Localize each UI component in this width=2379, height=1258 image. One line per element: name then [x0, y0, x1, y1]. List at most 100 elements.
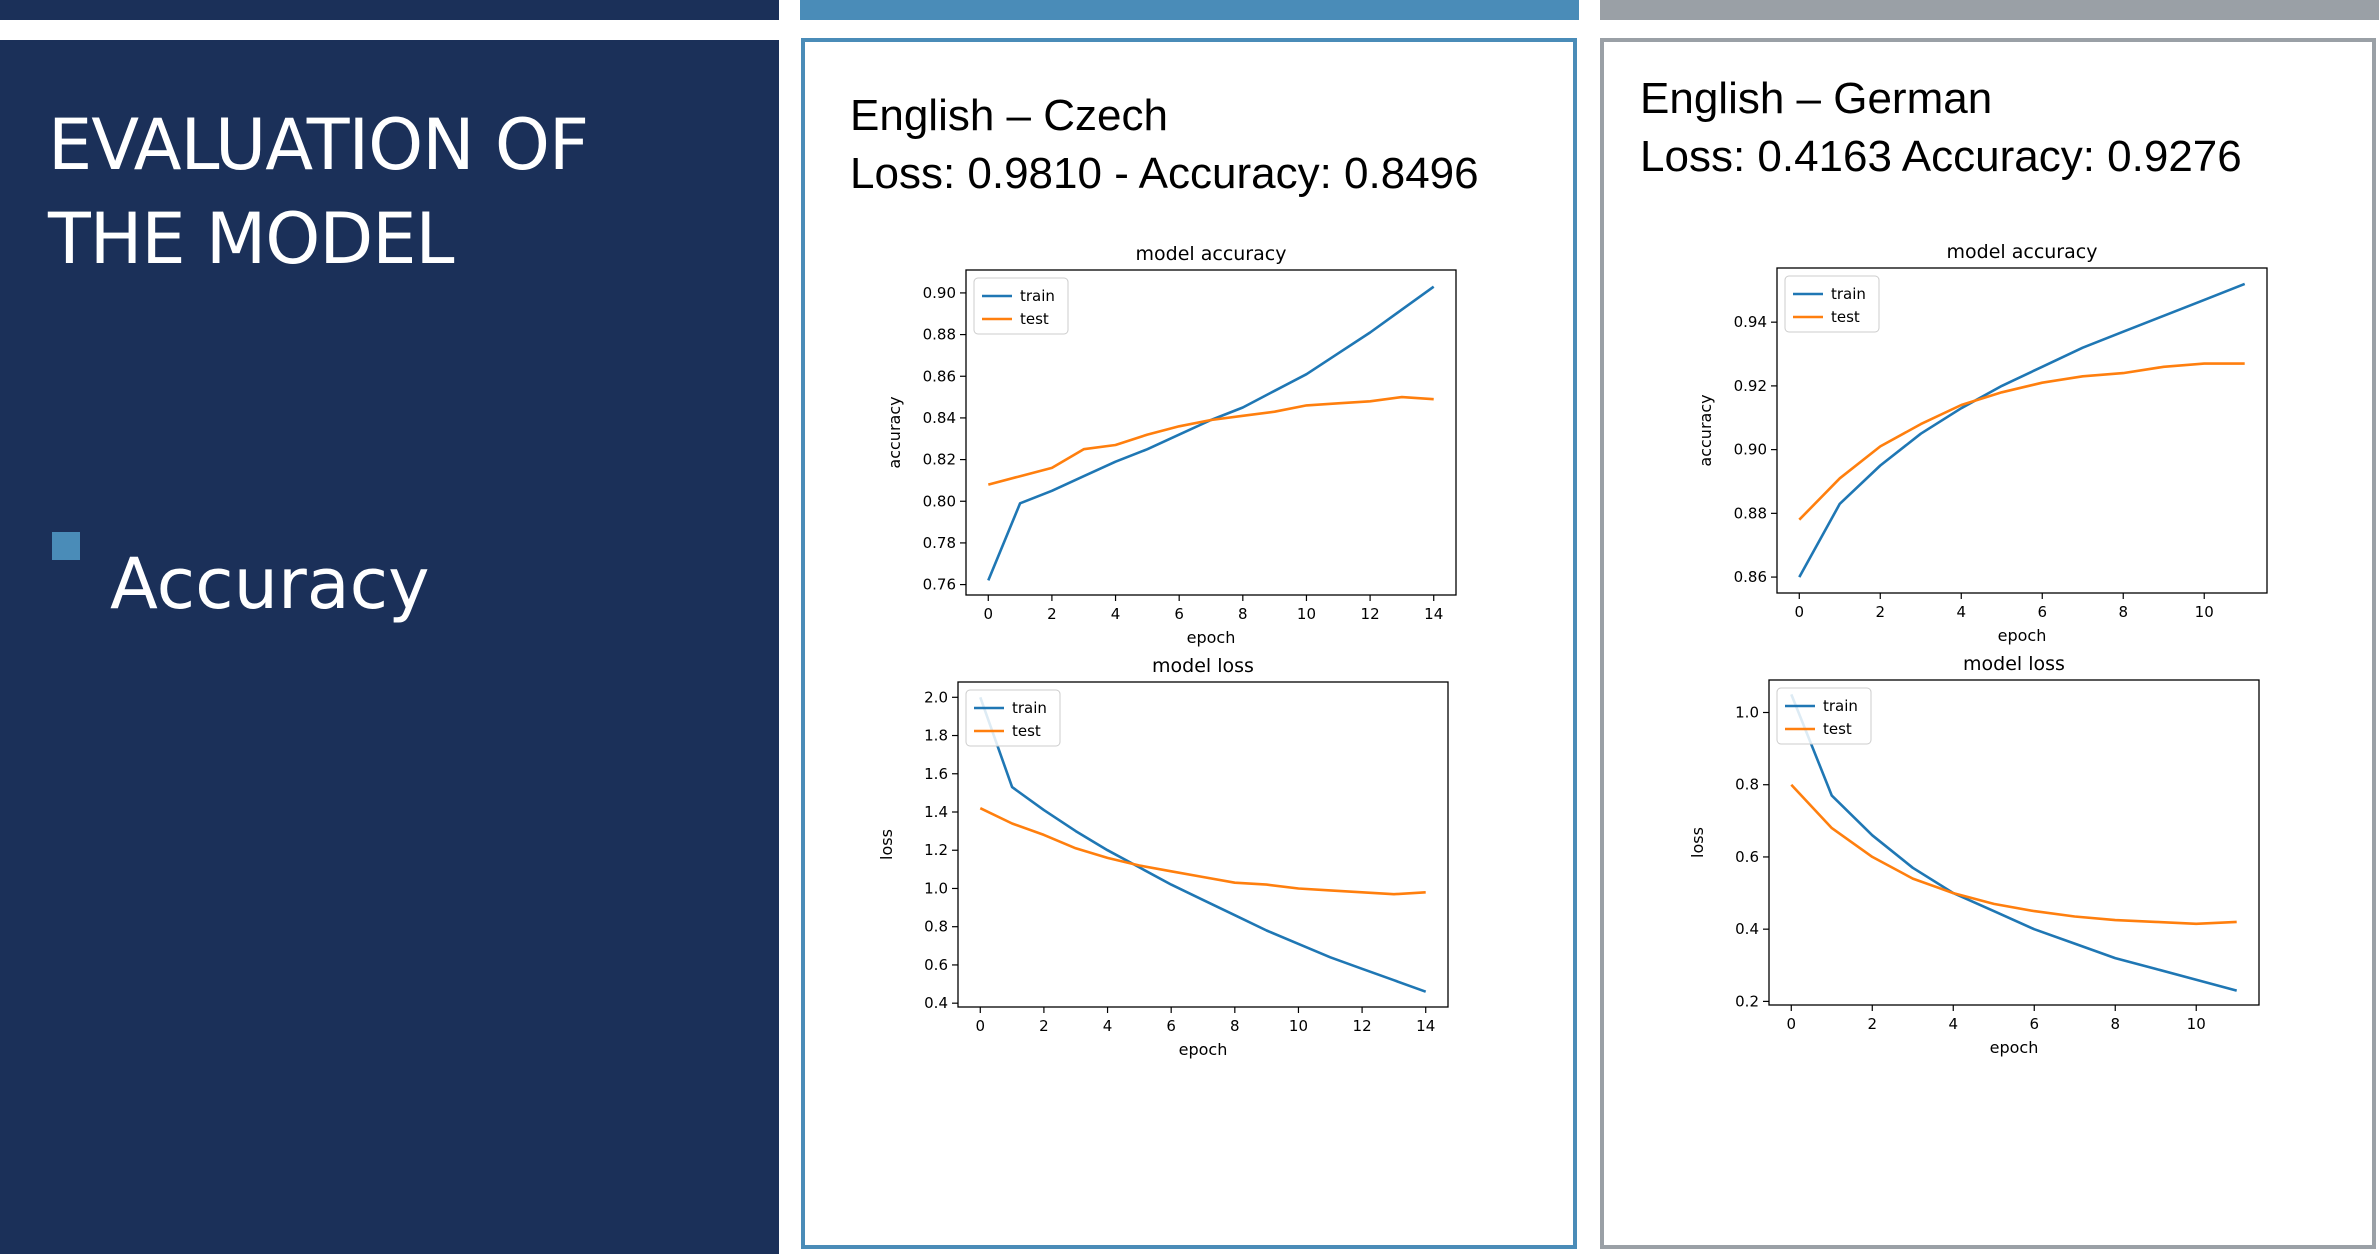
- x-tick-label: 2: [1875, 603, 1885, 621]
- y-axis-label: loss: [877, 829, 896, 860]
- x-axis-label: epoch: [1998, 626, 2047, 645]
- x-tick-label: 6: [2029, 1015, 2039, 1033]
- y-tick-label: 1.2: [924, 841, 948, 859]
- y-tick-label: 0.84: [923, 409, 956, 427]
- plot-frame: [965, 269, 1457, 596]
- series-line-test: [1790, 783, 2237, 926]
- x-tick-label: 0: [975, 1017, 985, 1035]
- x-tick-label: 8: [2110, 1015, 2120, 1033]
- chart-title: model accuracy: [1136, 243, 1287, 265]
- x-tick-label: 14: [1416, 1017, 1435, 1035]
- y-tick-label: 0.78: [923, 534, 956, 552]
- german-loss-chart-svg: model loss 0 2 4 6 8 10 0.2 0.4 0.6 0.8 1.0 epoch los…: [1688, 653, 2260, 1057]
- y-tick-label: 1.0: [924, 879, 948, 897]
- y-tick-label: 0.88: [923, 326, 956, 344]
- x-tick-label: 12: [1353, 1017, 1372, 1035]
- top-accent-bar-middle: [800, 0, 1579, 20]
- slide-title-line-2: THE MODEL: [48, 198, 455, 280]
- language-pair-label: English – German: [1640, 74, 1993, 123]
- x-tick-label: 4: [1948, 1015, 1958, 1033]
- x-tick-label: 8: [2118, 603, 2128, 621]
- panel-english-german: English – German Loss: 0.4163 Accuracy: …: [1600, 38, 2376, 1249]
- german-accuracy-chart: model accuracy 0 2 4 6 8 10 0.86 0.88 0.90 0.92 0.9…: [1682, 230, 2372, 645]
- bullet-text: Accuracy: [110, 543, 430, 625]
- y-axis-label: accuracy: [1696, 394, 1715, 466]
- y-tick-label: 0.8: [1735, 776, 1759, 794]
- x-tick-label: 8: [1238, 605, 1248, 623]
- x-tick-label: 10: [1297, 605, 1316, 623]
- series-line-test: [987, 395, 1434, 486]
- slide-title-line-1: EVALUATION OF: [48, 104, 589, 186]
- x-tick-label: 2: [1039, 1017, 1049, 1035]
- top-accent-bar-left: [0, 0, 779, 20]
- x-axis-label: epoch: [1990, 1038, 2039, 1057]
- czech-loss-chart-svg: model loss 0 2 4 6 8 10 12 14 0.4 0.6 0.8 1.0 1.2 1.4 1…: [877, 655, 1449, 1059]
- legend-label-train: train: [1831, 285, 1866, 303]
- y-tick-label: 0.82: [923, 451, 956, 469]
- top-accent-bar-right: [1600, 0, 2379, 20]
- czech-accuracy-chart: model accuracy 0 2 4 6 8 10 12 14 0.76 0.78 0.80 0.8…: [871, 232, 1561, 647]
- legend-label-test: test: [1831, 308, 1860, 326]
- series-line-test: [979, 807, 1426, 896]
- y-axis-label: accuracy: [885, 396, 904, 468]
- chart-title: model loss: [1152, 655, 1254, 677]
- czech-accuracy-chart-svg: model accuracy 0 2 4 6 8 10 12 14 0.76 0.78 0.80 0.8…: [885, 243, 1457, 647]
- chart-title: model accuracy: [1947, 241, 2098, 263]
- x-axis-label: epoch: [1187, 628, 1236, 647]
- x-tick-label: 4: [1103, 1017, 1113, 1035]
- y-tick-label: 0.6: [1735, 848, 1759, 866]
- x-tick-label: 10: [2195, 603, 2214, 621]
- x-tick-label: 10: [2187, 1015, 2206, 1033]
- x-tick-label: 2: [1047, 605, 1057, 623]
- legend-label-train: train: [1020, 287, 1055, 305]
- y-tick-label: 1.4: [924, 803, 948, 821]
- x-tick-label: 4: [1111, 605, 1121, 623]
- legend-label-test: test: [1823, 720, 1852, 738]
- y-tick-label: 1.6: [924, 765, 948, 783]
- czech-loss-chart: model loss 0 2 4 6 8 10 12 14 0.4 0.6 0.8 1.0 1.2 1.4 1…: [863, 644, 1553, 1059]
- panel-heading: English – German Loss: 0.4163 Accuracy: …: [1640, 70, 2242, 186]
- series-line-train: [979, 696, 1427, 993]
- metrics-label: Loss: 0.4163 Accuracy: 0.9276: [1640, 132, 2242, 181]
- y-tick-label: 0.94: [1734, 313, 1767, 331]
- legend-label-test: test: [1012, 722, 1041, 740]
- bullet-square-icon: [52, 532, 80, 560]
- y-tick-label: 0.88: [1734, 504, 1767, 522]
- y-tick-label: 0.92: [1734, 377, 1767, 395]
- y-tick-label: 0.4: [924, 994, 948, 1012]
- legend-label-train: train: [1012, 699, 1047, 717]
- x-tick-label: 6: [1174, 605, 1184, 623]
- metrics-label: Loss: 0.9810 - Accuracy: 0.8496: [850, 149, 1479, 198]
- y-axis-label: loss: [1688, 827, 1707, 858]
- y-tick-label: 0.2: [1735, 992, 1759, 1010]
- y-tick-label: 0.76: [923, 576, 956, 594]
- x-tick-label: 12: [1361, 605, 1380, 623]
- legend-label-train: train: [1823, 697, 1858, 715]
- x-axis-label: epoch: [1179, 1040, 1228, 1059]
- x-tick-label: 2: [1867, 1015, 1877, 1033]
- y-tick-label: 0.4: [1735, 920, 1759, 938]
- language-pair-label: English – Czech: [850, 91, 1168, 140]
- series-line-train: [1798, 282, 2246, 578]
- series-line-train: [1790, 693, 2238, 992]
- x-tick-label: 0: [1786, 1015, 1796, 1033]
- plot-frame: [1768, 679, 2260, 1006]
- x-tick-label: 8: [1230, 1017, 1240, 1035]
- y-tick-label: 1.0: [1735, 704, 1759, 722]
- y-tick-label: 0.6: [924, 956, 948, 974]
- german-loss-chart: model loss 0 2 4 6 8 10 0.2 0.4 0.6 0.8 1.0 epoch los…: [1674, 642, 2364, 1057]
- y-tick-label: 0.80: [923, 492, 956, 510]
- y-tick-label: 0.86: [923, 367, 956, 385]
- y-tick-label: 1.8: [924, 727, 948, 745]
- chart-title: model loss: [1963, 653, 2065, 675]
- slide-title: EVALUATION OF THE MODEL: [48, 98, 748, 286]
- y-tick-label: 2.0: [924, 688, 948, 706]
- legend-label-test: test: [1020, 310, 1049, 328]
- y-tick-label: 0.8: [924, 918, 948, 936]
- title-sidebar: EVALUATION OF THE MODEL Accuracy: [0, 40, 779, 1254]
- y-tick-label: 0.90: [923, 284, 956, 302]
- x-tick-label: 10: [1289, 1017, 1308, 1035]
- panel-english-czech: English – Czech Loss: 0.9810 - Accuracy:…: [801, 38, 1577, 1249]
- series-line-test: [1798, 362, 2245, 521]
- x-tick-label: 6: [2037, 603, 2047, 621]
